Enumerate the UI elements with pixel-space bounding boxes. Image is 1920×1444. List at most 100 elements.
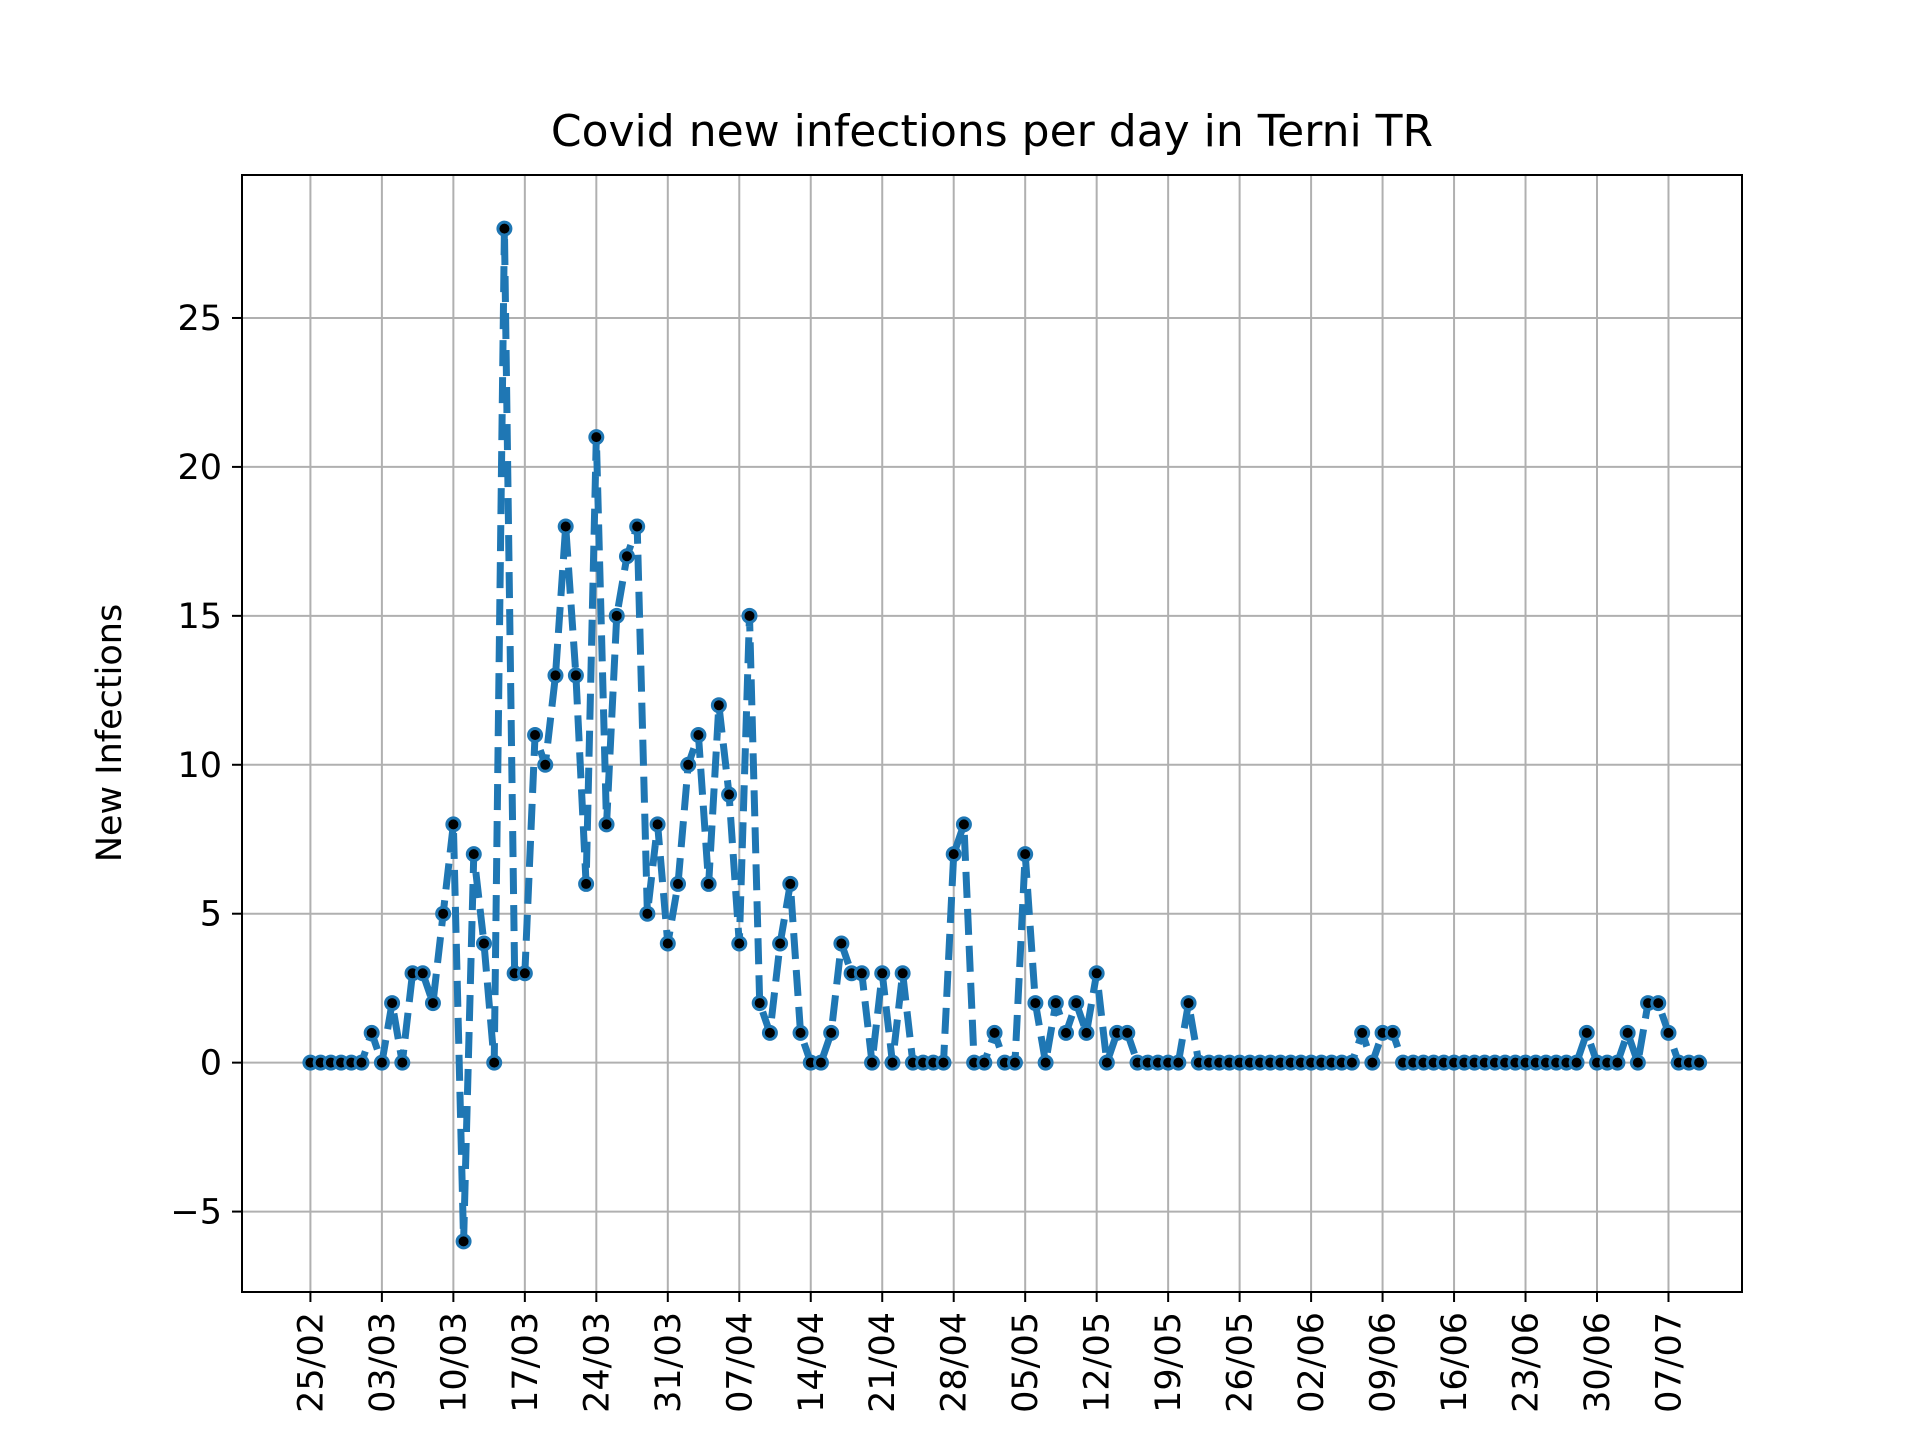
marker-group — [302, 220, 1708, 1250]
chart-title: Covid new infections per day in Terni TR — [551, 106, 1433, 157]
data-point — [608, 607, 625, 624]
data-point — [1006, 1054, 1023, 1071]
data-point — [710, 697, 727, 714]
data-point — [670, 875, 687, 892]
data-point — [465, 846, 482, 863]
data-point — [1088, 965, 1105, 982]
x-tick-label: 07/07 — [1649, 1312, 1689, 1413]
data-point — [823, 1024, 840, 1041]
x-tick-label: 02/06 — [1292, 1312, 1332, 1413]
data-point — [557, 518, 574, 535]
data-point — [567, 667, 584, 684]
data-point — [894, 965, 911, 982]
data-point — [772, 935, 789, 952]
x-tick-label: 16/06 — [1435, 1312, 1475, 1413]
data-point — [1364, 1054, 1381, 1071]
data-point — [1650, 995, 1667, 1012]
data-point — [690, 726, 707, 743]
data-point — [578, 875, 595, 892]
data-point — [445, 816, 462, 833]
data-point — [741, 607, 758, 624]
data-point — [588, 429, 605, 446]
data-point — [874, 965, 891, 982]
data-point — [1119, 1024, 1136, 1041]
data-point — [945, 846, 962, 863]
data-point — [659, 935, 676, 952]
data-point — [394, 1054, 411, 1071]
x-tick-label: 19/05 — [1149, 1312, 1189, 1413]
y-tick-label: 15 — [177, 597, 222, 637]
x-tick-label: 28/04 — [935, 1312, 975, 1413]
data-point — [986, 1024, 1003, 1041]
axes-frame — [241, 174, 1743, 1293]
x-tick-label: 09/06 — [1364, 1312, 1404, 1413]
x-tick-label: 05/05 — [1006, 1312, 1046, 1413]
data-point — [680, 756, 697, 773]
data-point — [782, 875, 799, 892]
data-point — [1027, 995, 1044, 1012]
x-tick-label: 17/03 — [506, 1312, 546, 1413]
data-point — [486, 1054, 503, 1071]
y-tick-label: 0 — [200, 1044, 222, 1084]
y-tick-label: 10 — [177, 746, 222, 786]
data-point — [537, 756, 554, 773]
axis-ticks: 25/02 03/03 10/03 17/03 24/03 31/03 07/04 14/04… — [170, 299, 1689, 1413]
data-point — [455, 1233, 472, 1250]
data-point — [731, 935, 748, 952]
data-point — [1098, 1054, 1115, 1071]
data-point — [527, 726, 544, 743]
data-point — [976, 1054, 993, 1071]
data-point — [1578, 1024, 1595, 1041]
data-point — [547, 667, 564, 684]
data-point — [1017, 846, 1034, 863]
y-tick-label: 5 — [200, 895, 222, 935]
data-point — [700, 875, 717, 892]
data-point — [1170, 1054, 1187, 1071]
y-tick-label: −5 — [170, 1193, 222, 1233]
x-tick-label: 10/03 — [434, 1312, 474, 1413]
data-point — [1047, 995, 1064, 1012]
data-point — [1078, 1024, 1095, 1041]
x-tick-label: 12/05 — [1078, 1312, 1118, 1413]
data-point — [1037, 1054, 1054, 1071]
data-point — [363, 1024, 380, 1041]
data-point — [629, 518, 646, 535]
x-tick-label: 23/06 — [1507, 1312, 1547, 1413]
data-point — [1568, 1054, 1585, 1071]
data-point — [1619, 1024, 1636, 1041]
data-point — [639, 905, 656, 922]
data-point — [1691, 1054, 1708, 1071]
data-point — [1343, 1054, 1360, 1071]
data-point — [721, 786, 738, 803]
data-point — [935, 1054, 952, 1071]
data-point — [373, 1054, 390, 1071]
data-point — [1180, 995, 1197, 1012]
x-tick-label: 14/04 — [792, 1312, 832, 1413]
data-point — [516, 965, 533, 982]
data-point — [384, 995, 401, 1012]
data-point — [1354, 1024, 1371, 1041]
data-point — [884, 1054, 901, 1071]
data-point — [598, 816, 615, 833]
data-point — [812, 1054, 829, 1071]
data-point — [435, 905, 452, 922]
data-point — [1058, 1024, 1075, 1041]
data-point — [476, 935, 492, 952]
data-point — [792, 1024, 809, 1041]
x-tick-label: 25/02 — [291, 1312, 331, 1413]
data-point — [864, 1054, 881, 1071]
x-tick-label: 31/03 — [649, 1312, 689, 1413]
data-point — [1629, 1054, 1646, 1071]
data-point — [761, 1024, 778, 1041]
data-point — [496, 220, 513, 237]
data-point — [353, 1054, 370, 1071]
x-tick-label: 30/06 — [1578, 1312, 1618, 1413]
y-tick-label: 25 — [177, 299, 222, 339]
data-point — [853, 965, 870, 982]
data-point — [955, 816, 972, 833]
x-tick-label: 21/04 — [863, 1312, 903, 1413]
data-point — [649, 816, 666, 833]
